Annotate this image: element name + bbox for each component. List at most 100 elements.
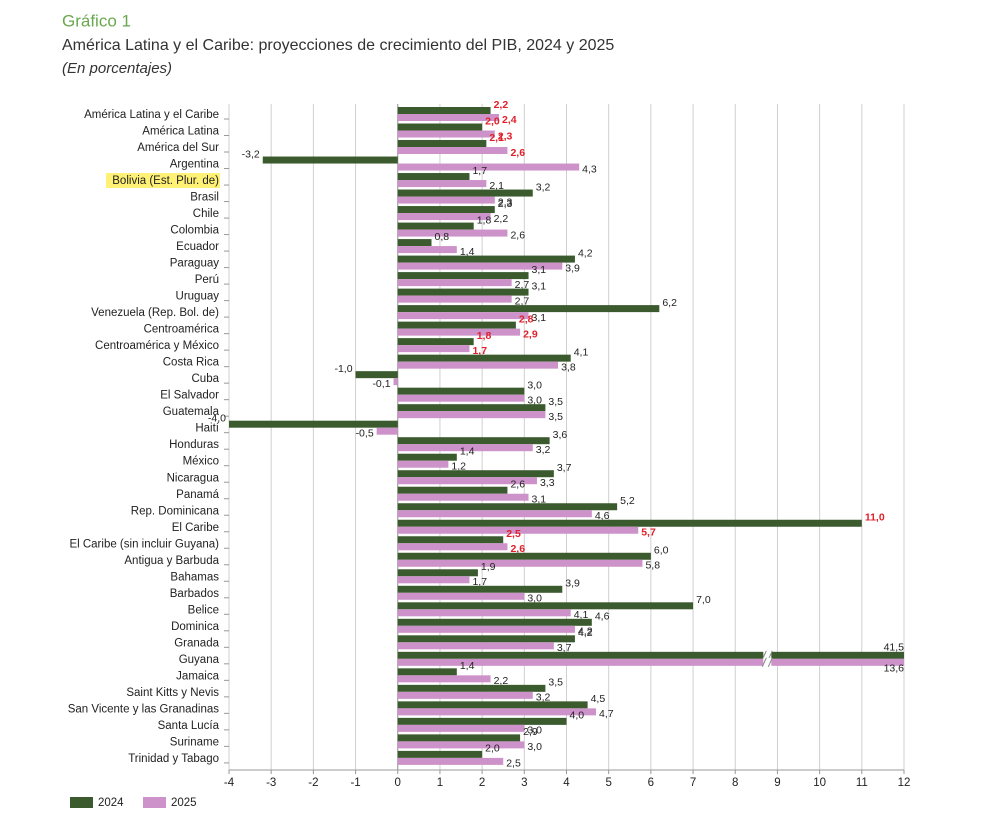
- bar: [397, 173, 470, 181]
- y-tick-label: Trinidad y Tabago: [128, 753, 219, 765]
- bar: [397, 684, 546, 692]
- y-tick-label: Paraguay: [170, 258, 219, 270]
- x-tick-label: 7: [690, 777, 696, 789]
- bar: [397, 675, 491, 683]
- value-label: 3,1: [532, 494, 547, 506]
- bar: [397, 262, 563, 270]
- value-label: 3,7: [557, 642, 572, 654]
- bar: [397, 206, 495, 214]
- y-tick-label: Argentina: [170, 159, 220, 171]
- bar: [397, 625, 575, 633]
- bar: [397, 189, 533, 197]
- y-tick-label: Antigua y Barbuda: [124, 555, 219, 567]
- value-label: 4,2: [578, 247, 593, 259]
- bar: [376, 427, 398, 435]
- bar: [393, 378, 398, 386]
- bar: [397, 585, 563, 593]
- bar: [397, 651, 904, 659]
- bar: [397, 493, 529, 501]
- y-tick-label: Jamaica: [176, 670, 219, 682]
- value-label: 4,6: [595, 611, 610, 623]
- y-tick-label: Brasil: [190, 192, 219, 204]
- bar: [397, 387, 525, 395]
- value-label: 1,8: [477, 330, 492, 342]
- axis-break: [763, 650, 772, 660]
- y-tick-label: Bolivia (Est. Plur. de): [112, 175, 219, 187]
- value-label: 41,5: [884, 642, 905, 654]
- value-label: 4,5: [591, 693, 606, 705]
- value-label: 7,0: [696, 594, 711, 606]
- value-label: 2,5: [506, 758, 521, 770]
- x-tick-label: 0: [395, 777, 401, 789]
- value-label: 1,7: [472, 345, 487, 357]
- category-highlight: [106, 173, 220, 189]
- value-label: 2,9: [523, 328, 538, 340]
- y-tick-label: San Vicente y las Granadinas: [68, 703, 220, 715]
- x-tick-label: 3: [521, 777, 527, 789]
- value-label: 3,1: [532, 312, 547, 324]
- bar: [397, 592, 525, 600]
- bar: [397, 609, 571, 617]
- value-label: -0,1: [372, 378, 390, 390]
- x-tick-label: -4: [224, 777, 235, 789]
- bar: [397, 642, 554, 650]
- value-label: 3,0: [527, 379, 542, 391]
- value-label: 2,3: [498, 130, 513, 142]
- value-label: 2,2: [494, 675, 509, 687]
- y-tick-label: Centroamérica y México: [95, 340, 219, 352]
- y-tick-label: Bahamas: [170, 571, 219, 583]
- value-label: 2,9: [523, 726, 538, 738]
- value-label: 5,2: [620, 495, 635, 507]
- value-label: 1,9: [481, 561, 496, 573]
- value-label: 3,2: [536, 181, 551, 193]
- x-tick-label: 9: [774, 777, 780, 789]
- value-label: 2,3: [498, 198, 513, 210]
- value-label: 1,7: [472, 576, 487, 588]
- value-label: 2,5: [506, 528, 521, 540]
- bar: [397, 147, 508, 155]
- bar: [397, 180, 487, 188]
- y-tick-label: Granada: [174, 637, 219, 649]
- bar: [397, 569, 478, 577]
- bar: [397, 140, 487, 148]
- value-label: 2,6: [510, 543, 525, 555]
- value-label: 1,4: [460, 445, 475, 457]
- bar: [397, 338, 474, 346]
- value-label: 2,2: [494, 99, 509, 111]
- bar: [397, 757, 504, 765]
- value-label: 6,2: [662, 297, 677, 309]
- value-label: -3,2: [242, 148, 260, 160]
- bar: [397, 691, 533, 699]
- value-label: 1,8: [477, 214, 492, 226]
- chart-title: América Latina y el Caribe: proyecciones…: [62, 37, 614, 54]
- y-tick-label: Saint Kitts y Nevis: [126, 687, 219, 699]
- y-tick-label: Belice: [188, 604, 219, 616]
- value-label: 3,8: [561, 361, 576, 373]
- bar: [397, 717, 567, 725]
- value-label: 3,2: [536, 692, 551, 704]
- bar: [397, 404, 546, 412]
- bar: [397, 708, 597, 716]
- y-tick-label: Costa Rica: [163, 357, 220, 369]
- y-tick-label: El Caribe: [172, 522, 219, 534]
- bar: [397, 354, 571, 362]
- bar: [397, 229, 508, 237]
- bar: [397, 130, 495, 138]
- legend-swatch: [70, 797, 93, 808]
- value-label: 2,8: [519, 313, 534, 325]
- bar: [397, 163, 580, 171]
- value-label: 3,0: [527, 593, 542, 605]
- x-tick-label: -1: [350, 777, 360, 789]
- bar: [397, 470, 554, 478]
- value-label: 4,3: [582, 163, 597, 175]
- chart-subtitle: (En porcentajes): [62, 60, 172, 77]
- bar: [397, 576, 470, 584]
- value-label: 4,2: [578, 626, 593, 638]
- bar: [397, 635, 575, 643]
- y-tick-label: Guatemala: [163, 406, 220, 418]
- bar: [397, 477, 537, 485]
- x-tick-label: 6: [648, 777, 654, 789]
- value-label: 2,4: [502, 114, 517, 126]
- bar: [397, 272, 529, 280]
